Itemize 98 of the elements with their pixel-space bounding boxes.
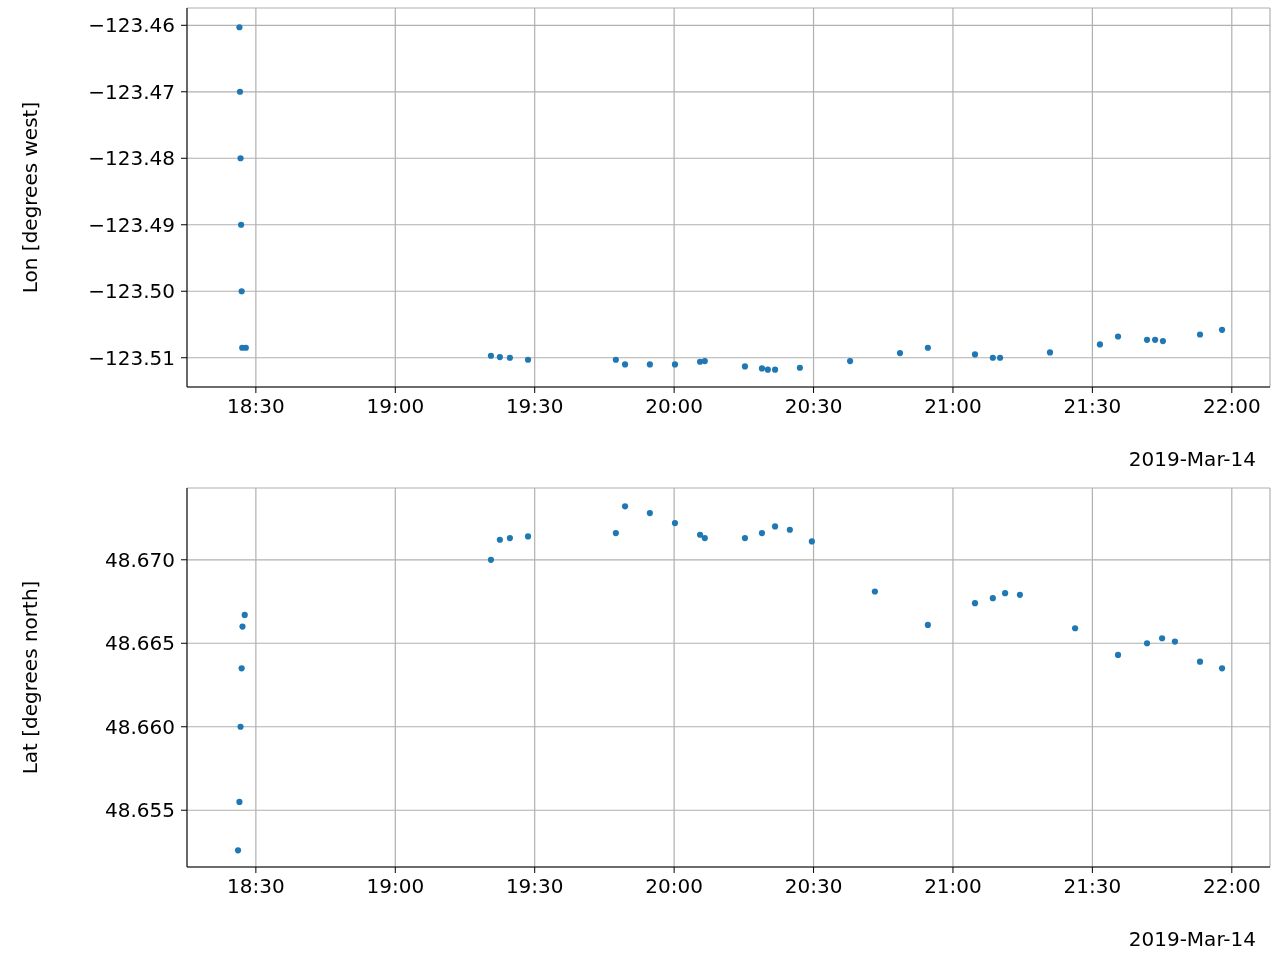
y-tick-label: −123.48: [88, 146, 175, 171]
point: [621, 361, 629, 368]
point: [1152, 336, 1159, 343]
x-tick-label: 22:00: [1202, 394, 1261, 419]
point: [989, 354, 996, 361]
point: [496, 354, 503, 361]
point: [1218, 665, 1226, 672]
x-tick-label: 21:30: [1063, 874, 1122, 899]
x-tick-label: 20:30: [784, 874, 843, 899]
point: [487, 556, 495, 563]
point: [758, 530, 766, 537]
point: [236, 798, 243, 805]
point: [238, 665, 245, 672]
point: [1046, 349, 1054, 356]
point: [971, 600, 979, 607]
point: [239, 623, 246, 630]
point: [524, 533, 532, 540]
point: [236, 24, 243, 31]
point: [1002, 590, 1009, 597]
point: [671, 361, 679, 368]
point: [671, 519, 679, 527]
x-tick-label: 19:00: [366, 874, 425, 899]
point: [238, 288, 245, 295]
y-tick-label: −123.47: [88, 79, 175, 104]
point: [924, 621, 931, 628]
x-tick-label: 21:00: [924, 394, 982, 419]
x-tick-label: 22:00: [1202, 874, 1261, 899]
point: [896, 350, 904, 357]
point: [696, 358, 704, 365]
x-tick-label: 19:00: [366, 394, 425, 419]
point: [506, 535, 513, 542]
x-axis-title: 2019-Mar-14: [1128, 447, 1256, 471]
point: [1171, 638, 1179, 645]
point: [771, 523, 779, 530]
point: [241, 611, 248, 618]
point: [924, 344, 931, 351]
point: [1159, 635, 1166, 642]
point: [237, 723, 244, 730]
point: [612, 530, 619, 537]
point: [1143, 640, 1151, 647]
point: [997, 354, 1004, 361]
point: [741, 363, 749, 370]
point: [646, 361, 653, 368]
x-tick-label: 19:30: [505, 394, 564, 419]
x-tick-label: 20:00: [645, 874, 703, 899]
point: [989, 595, 996, 602]
point: [1072, 625, 1079, 632]
point: [696, 531, 704, 538]
point: [1218, 326, 1226, 333]
x-tick-label: 18:30: [227, 394, 285, 419]
point: [771, 366, 779, 373]
point: [621, 503, 629, 510]
point: [796, 364, 803, 371]
x-tick-label: 21:30: [1063, 394, 1122, 419]
point: [871, 588, 878, 595]
point: [846, 357, 854, 365]
y-axis-title: Lon [degrees west]: [18, 101, 43, 294]
x-tick-label: 20:00: [645, 394, 703, 419]
point: [524, 356, 532, 363]
point: [1114, 651, 1122, 659]
y-tick-label: −123.49: [88, 212, 175, 237]
point: [646, 509, 653, 517]
point: [1196, 658, 1204, 665]
point: [1159, 338, 1167, 345]
point: [236, 88, 244, 95]
point: [1114, 333, 1122, 340]
point: [971, 351, 979, 358]
point: [237, 155, 244, 162]
point: [764, 366, 771, 373]
point: [701, 357, 708, 365]
y-tick-label: 48.660: [105, 714, 175, 739]
x-tick-label: 20:30: [784, 394, 843, 419]
y-axis-title: Lat [degrees north]: [18, 580, 43, 775]
point: [234, 847, 242, 854]
y-tick-label: −123.46: [88, 13, 175, 38]
y-tick-label: 48.665: [105, 631, 175, 656]
point: [487, 352, 495, 359]
point: [1096, 341, 1103, 348]
point: [786, 526, 793, 533]
y-tick-label: −123.51: [88, 345, 175, 370]
point: [612, 356, 619, 363]
x-axis-title: 2019-Mar-14: [1128, 927, 1256, 951]
point: [238, 221, 245, 228]
point: [1143, 336, 1151, 343]
y-tick-label: 48.670: [105, 547, 175, 572]
y-tick-label: 48.655: [105, 798, 175, 823]
x-tick-label: 18:30: [227, 874, 285, 899]
point: [808, 538, 815, 545]
point: [506, 354, 513, 361]
y-tick-label: −123.50: [88, 279, 175, 304]
point: [1196, 331, 1204, 338]
point: [1016, 591, 1023, 598]
x-tick-label: 19:30: [505, 874, 564, 899]
point: [496, 536, 503, 543]
point: [741, 535, 749, 542]
x-tick-label: 21:00: [924, 874, 982, 899]
point: [701, 535, 708, 542]
point: [758, 365, 766, 372]
